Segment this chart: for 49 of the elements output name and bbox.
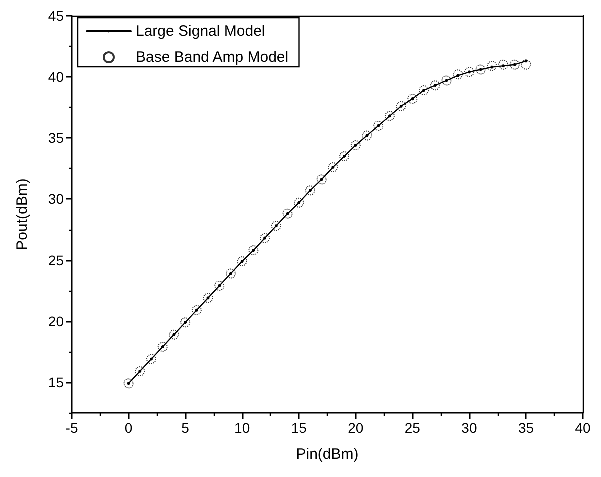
x-tick-label: 15 bbox=[291, 420, 308, 436]
x-tick-label: 40 bbox=[575, 420, 591, 436]
point bbox=[430, 80, 440, 91]
point bbox=[180, 318, 191, 328]
point bbox=[328, 162, 338, 172]
y-tick-label: 30 bbox=[48, 191, 64, 208]
point bbox=[294, 198, 304, 208]
point bbox=[203, 293, 214, 304]
y-tick-label: 25 bbox=[48, 252, 64, 268]
x-tick-label: 35 bbox=[518, 420, 534, 436]
point bbox=[453, 70, 464, 80]
x-tick-label: -5 bbox=[66, 420, 78, 436]
legend-label: Large Signal Model bbox=[136, 23, 266, 40]
x-axis-title: Pin(dBm) bbox=[296, 446, 359, 463]
y-tick-label: 40 bbox=[48, 69, 64, 86]
point bbox=[521, 60, 532, 70]
y-axis-title: Pout(dBm) bbox=[14, 178, 31, 250]
point bbox=[135, 366, 146, 376]
point bbox=[340, 151, 350, 162]
point bbox=[260, 233, 270, 244]
x-tick-label: 5 bbox=[182, 420, 190, 436]
point bbox=[384, 111, 395, 122]
point bbox=[476, 64, 486, 75]
point bbox=[419, 86, 430, 96]
point bbox=[362, 130, 372, 141]
point bbox=[146, 354, 156, 364]
point bbox=[158, 342, 168, 352]
y-tick-label: 45 bbox=[48, 8, 64, 24]
x-tick-label: 10 bbox=[234, 420, 250, 436]
point bbox=[442, 76, 452, 86]
point bbox=[408, 94, 418, 104]
point bbox=[316, 174, 327, 185]
y-tick-label: 35 bbox=[48, 130, 64, 146]
point bbox=[487, 61, 498, 72]
x-tick-label: 30 bbox=[462, 420, 478, 436]
point bbox=[237, 256, 248, 267]
point bbox=[248, 246, 259, 256]
point bbox=[124, 378, 134, 389]
x-tick-label: 25 bbox=[404, 420, 421, 436]
legend-label: Base Band Amp Model bbox=[136, 49, 289, 66]
y-tick-label: 20 bbox=[48, 313, 64, 330]
point bbox=[396, 101, 406, 112]
point bbox=[169, 330, 180, 340]
point bbox=[192, 305, 202, 316]
point bbox=[350, 140, 361, 150]
y-tick-label: 15 bbox=[48, 374, 64, 390]
x-tick-label: 0 bbox=[124, 420, 133, 436]
point bbox=[498, 60, 509, 70]
x-tick-label: 20 bbox=[348, 420, 364, 436]
